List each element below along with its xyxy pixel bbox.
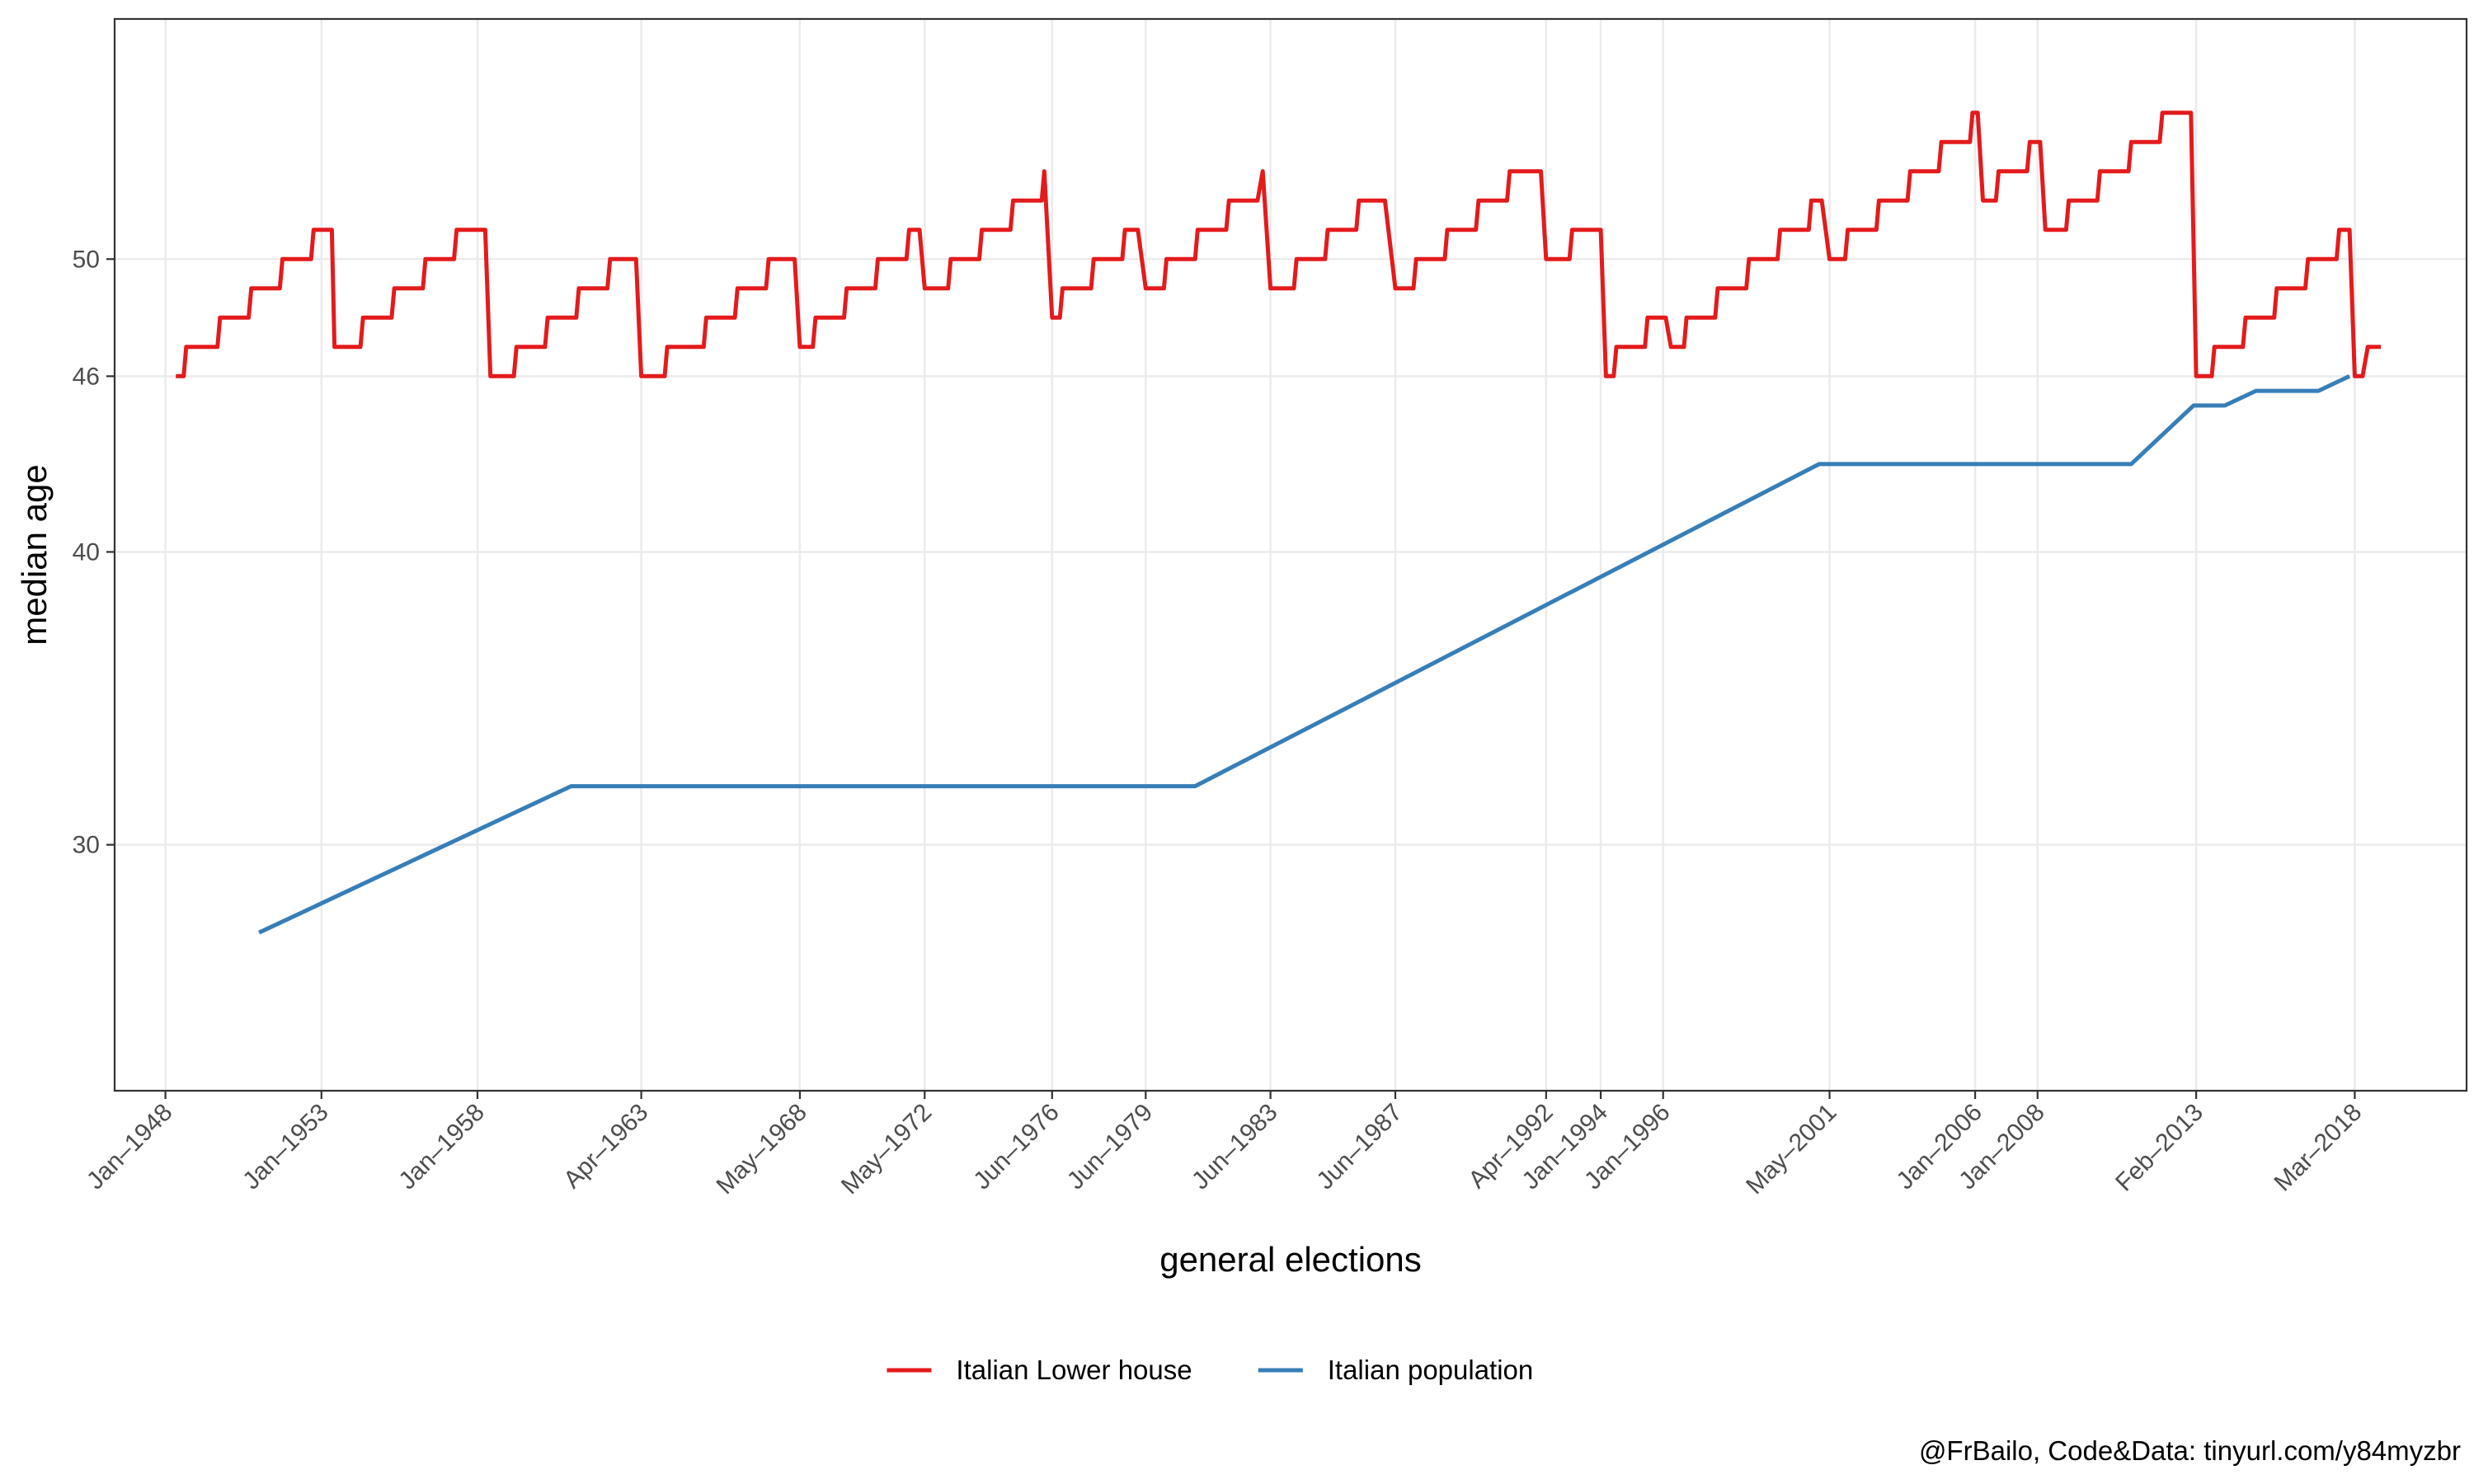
y-tick-label-2: 46 <box>73 363 100 390</box>
grid <box>115 19 2467 1091</box>
series-line-1 <box>258 374 2351 935</box>
y-tick-label-0: 30 <box>73 832 100 859</box>
series-layer <box>176 110 2381 935</box>
y-axis-title: median age <box>15 464 54 646</box>
caption: @FrBailo, Code&Data: tinyurl.com/y84myzb… <box>1919 1435 2461 1466</box>
legend-label-0: Italian Lower house <box>956 1355 1192 1385</box>
y-tick-label-1: 40 <box>73 538 100 566</box>
legend-label-1: Italian population <box>1328 1355 1534 1385</box>
x-axis-title: general elections <box>1159 1240 1422 1279</box>
series-line-0 <box>176 110 2381 378</box>
y-tick-label-3: 50 <box>73 246 100 273</box>
legend: Italian Lower house Italian population <box>887 1355 1533 1385</box>
y-axis: 30 40 46 50 <box>73 246 115 859</box>
plot-panel-border <box>113 17 2468 1092</box>
